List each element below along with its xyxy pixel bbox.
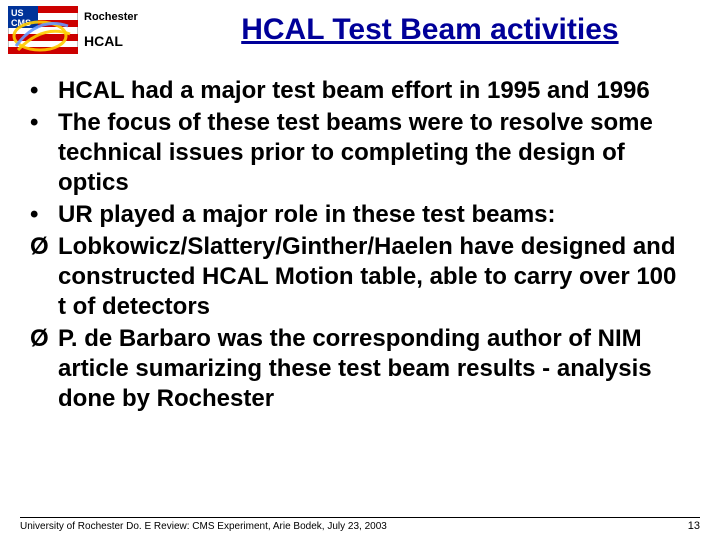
slide-content: • HCAL had a major test beam effort in 1… — [0, 56, 720, 414]
affiliation-top: Rochester — [84, 11, 138, 23]
bullet-marker: • — [30, 108, 58, 138]
svg-text:US: US — [11, 8, 24, 18]
arrow-marker: Ø — [30, 232, 58, 262]
bullet-text: UR played a major role in these test bea… — [58, 200, 556, 230]
bullet-text: P. de Barbaro was the corresponding auth… — [58, 324, 690, 414]
bullet-item: • UR played a major role in these test b… — [30, 200, 690, 230]
bullet-item: • The focus of these test beams were to … — [30, 108, 690, 198]
slide-title: HCAL Test Beam activities — [148, 13, 712, 47]
affiliation-bottom: HCAL — [84, 33, 138, 49]
bullet-item: • HCAL had a major test beam effort in 1… — [30, 76, 690, 106]
bullet-marker: • — [30, 200, 58, 230]
bullet-marker: • — [30, 76, 58, 106]
arrow-marker: Ø — [30, 324, 58, 354]
bullet-text: The focus of these test beams were to re… — [58, 108, 690, 198]
page-number: 13 — [688, 520, 700, 532]
bullet-text: HCAL had a major test beam effort in 199… — [58, 76, 650, 106]
footer-row: University of Rochester Do. E Review: CM… — [20, 520, 700, 532]
slide-footer: University of Rochester Do. E Review: CM… — [0, 517, 720, 532]
bullet-item: Ø P. de Barbaro was the corresponding au… — [30, 324, 690, 414]
footer-text: University of Rochester Do. E Review: CM… — [20, 521, 387, 532]
slide-header: US CMS Rochester HCAL HCAL Test Beam act… — [0, 0, 720, 56]
bullet-text: Lobkowicz/Slattery/Ginther/Haelen have d… — [58, 232, 690, 322]
footer-divider — [20, 517, 700, 518]
affiliation-block: Rochester HCAL — [84, 11, 138, 49]
bullet-item: Ø Lobkowicz/Slattery/Ginther/Haelen have… — [30, 232, 690, 322]
us-cms-logo: US CMS — [8, 6, 78, 54]
